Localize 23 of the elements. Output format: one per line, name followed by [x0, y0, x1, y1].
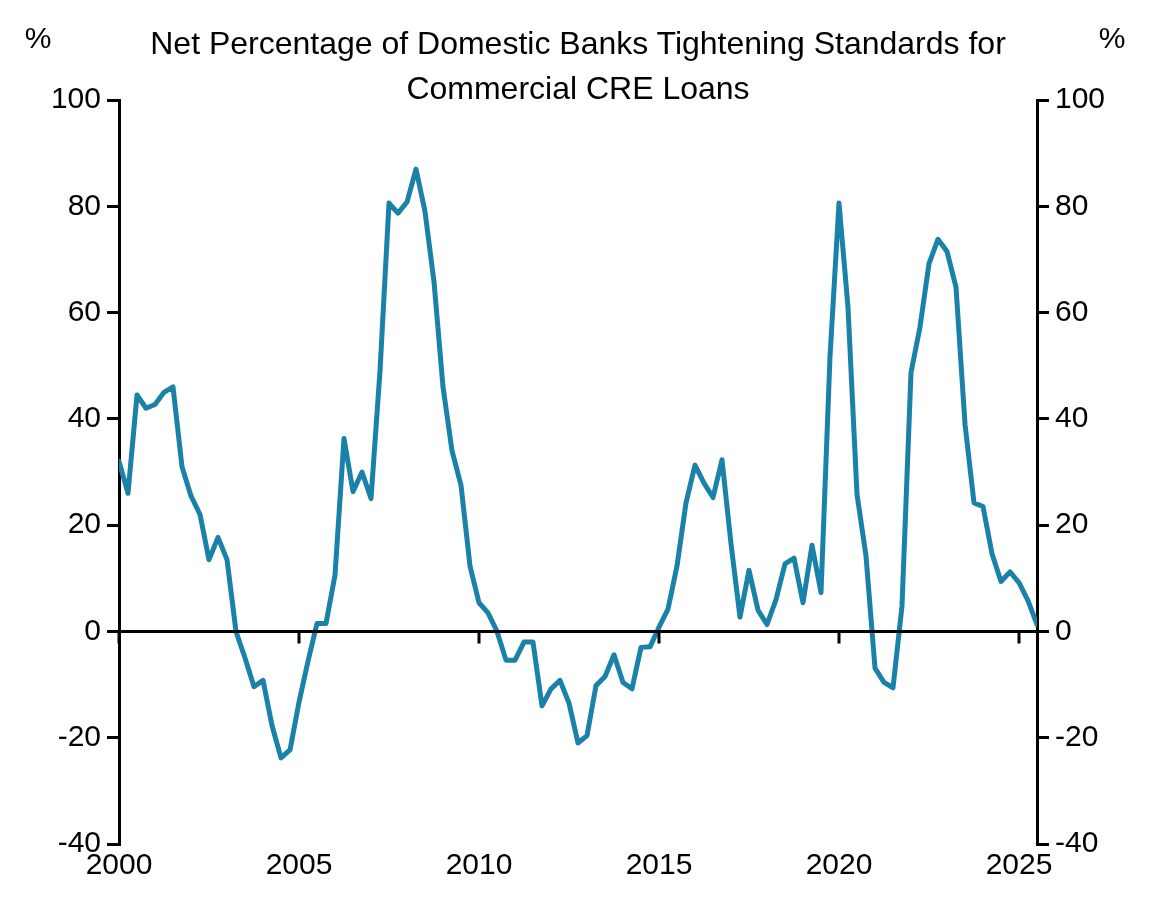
- y2-tick-label: 20: [1055, 506, 1089, 540]
- y-tick-label: 0: [84, 612, 101, 646]
- y2-tick-label: 80: [1055, 187, 1089, 221]
- y-axis-title: %: [24, 21, 52, 55]
- x-tick-label: 2005: [265, 847, 333, 881]
- y-tick-label: 80: [67, 187, 101, 221]
- y2-tick-label: -20: [1055, 718, 1099, 752]
- y-tick-label: 100: [50, 81, 101, 115]
- x-tick-label: 2020: [805, 847, 873, 881]
- x-tick-label: 2010: [445, 847, 513, 881]
- chart-title: Net Percentage of Domestic Banks Tightening Standards for Commercial CRE Loans: [150, 24, 1007, 106]
- y-tick-label: 60: [67, 293, 101, 327]
- y2-axis-title: %: [1098, 21, 1126, 55]
- y2-tick-label: -40: [1055, 825, 1099, 859]
- x-tick-label: 2015: [625, 847, 693, 881]
- y2-tick-label: 100: [1055, 81, 1106, 115]
- y-tick-label: 40: [67, 400, 101, 434]
- x-tick-label: 2025: [985, 847, 1053, 881]
- y-tick-label: 20: [67, 506, 101, 540]
- y-tick-label: -20: [57, 718, 101, 752]
- y2-tick-label: 60: [1055, 293, 1089, 327]
- y2-tick-label: 40: [1055, 400, 1089, 434]
- y2-tick-label: 0: [1055, 612, 1072, 646]
